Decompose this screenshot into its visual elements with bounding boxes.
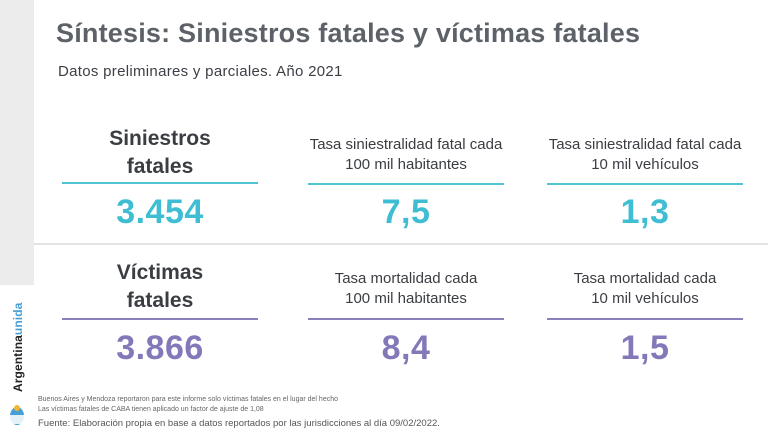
metric-tasa-mortalidad-habitantes: Tasa mortalidad cada 100 mil habitantes … bbox=[296, 269, 516, 367]
page-title: Síntesis: Siniestros fatales y víctimas … bbox=[56, 18, 641, 48]
metric-label-line2: 100 mil habitantes bbox=[345, 156, 467, 173]
brand-part1: Argentina bbox=[11, 335, 25, 392]
metric-label-line1: Tasa mortalidad cada bbox=[334, 270, 478, 287]
metric-value: 1,3 bbox=[620, 193, 670, 231]
national-crest-icon bbox=[10, 405, 24, 425]
metric-underline bbox=[547, 183, 743, 185]
brand-wordmark: Argentinaunida bbox=[9, 292, 27, 392]
metric-value: 3.454 bbox=[116, 193, 204, 231]
metric-underline bbox=[547, 318, 743, 320]
metric-underline bbox=[308, 183, 504, 185]
metric-value: 8,4 bbox=[381, 329, 431, 367]
metric-underline bbox=[308, 318, 504, 320]
metric-value: 3.866 bbox=[116, 329, 204, 367]
metric-label-line2: 100 mil habitantes bbox=[345, 290, 467, 307]
metric-underline bbox=[62, 318, 258, 320]
argentina-unida-logo: Argentinaunida bbox=[9, 292, 27, 392]
page-subtitle: Datos preliminares y parciales. Año 2021 bbox=[58, 63, 343, 80]
metric-underline bbox=[62, 182, 258, 184]
metric-label-line2: 10 mil vehículos bbox=[591, 290, 699, 307]
metric-siniestros-fatales: Siniestros fatales 3.454 bbox=[58, 125, 262, 231]
metric-label-line2: 10 mil vehículos bbox=[591, 156, 699, 173]
row-divider bbox=[34, 243, 768, 245]
metric-tasa-siniestralidad-habitantes: Tasa siniestralidad fatal cada 100 mil h… bbox=[296, 135, 516, 231]
brand-sidebar: Argentinaunida bbox=[0, 0, 34, 433]
metric-label-line1: Tasa siniestralidad fatal cada bbox=[548, 136, 742, 153]
metric-victimas-fatales: Víctimas fatales 3.866 bbox=[58, 259, 262, 367]
metric-label-line1: Víctimas bbox=[116, 261, 204, 284]
brand-part2: unida bbox=[11, 302, 25, 336]
metric-tasa-mortalidad-vehiculos: Tasa mortalidad cada 10 mil vehículos 1,… bbox=[535, 269, 755, 367]
metric-label-line2: fatales bbox=[126, 289, 194, 312]
metric-label-line1: Tasa siniestralidad fatal cada bbox=[309, 136, 503, 153]
footnote: Buenos Aires y Mendoza reportaron para e… bbox=[38, 396, 338, 403]
metric-label-line1: Tasa mortalidad cada bbox=[573, 270, 717, 287]
metric-label-line1: Siniestros bbox=[109, 127, 211, 150]
footnote: Las víctimas fatales de CABA tienen apli… bbox=[38, 406, 264, 413]
metric-label-line2: fatales bbox=[126, 155, 194, 178]
metric-value: 1,5 bbox=[620, 329, 670, 367]
metric-value: 7,5 bbox=[381, 193, 431, 231]
sidebar-background bbox=[0, 0, 34, 285]
footnotes: Buenos Aires y Mendoza reportaron para e… bbox=[38, 395, 338, 415]
source-note: Fuente: Elaboración propia en base a dat… bbox=[38, 418, 440, 429]
metric-tasa-siniestralidad-vehiculos: Tasa siniestralidad fatal cada 10 mil ve… bbox=[535, 135, 755, 231]
